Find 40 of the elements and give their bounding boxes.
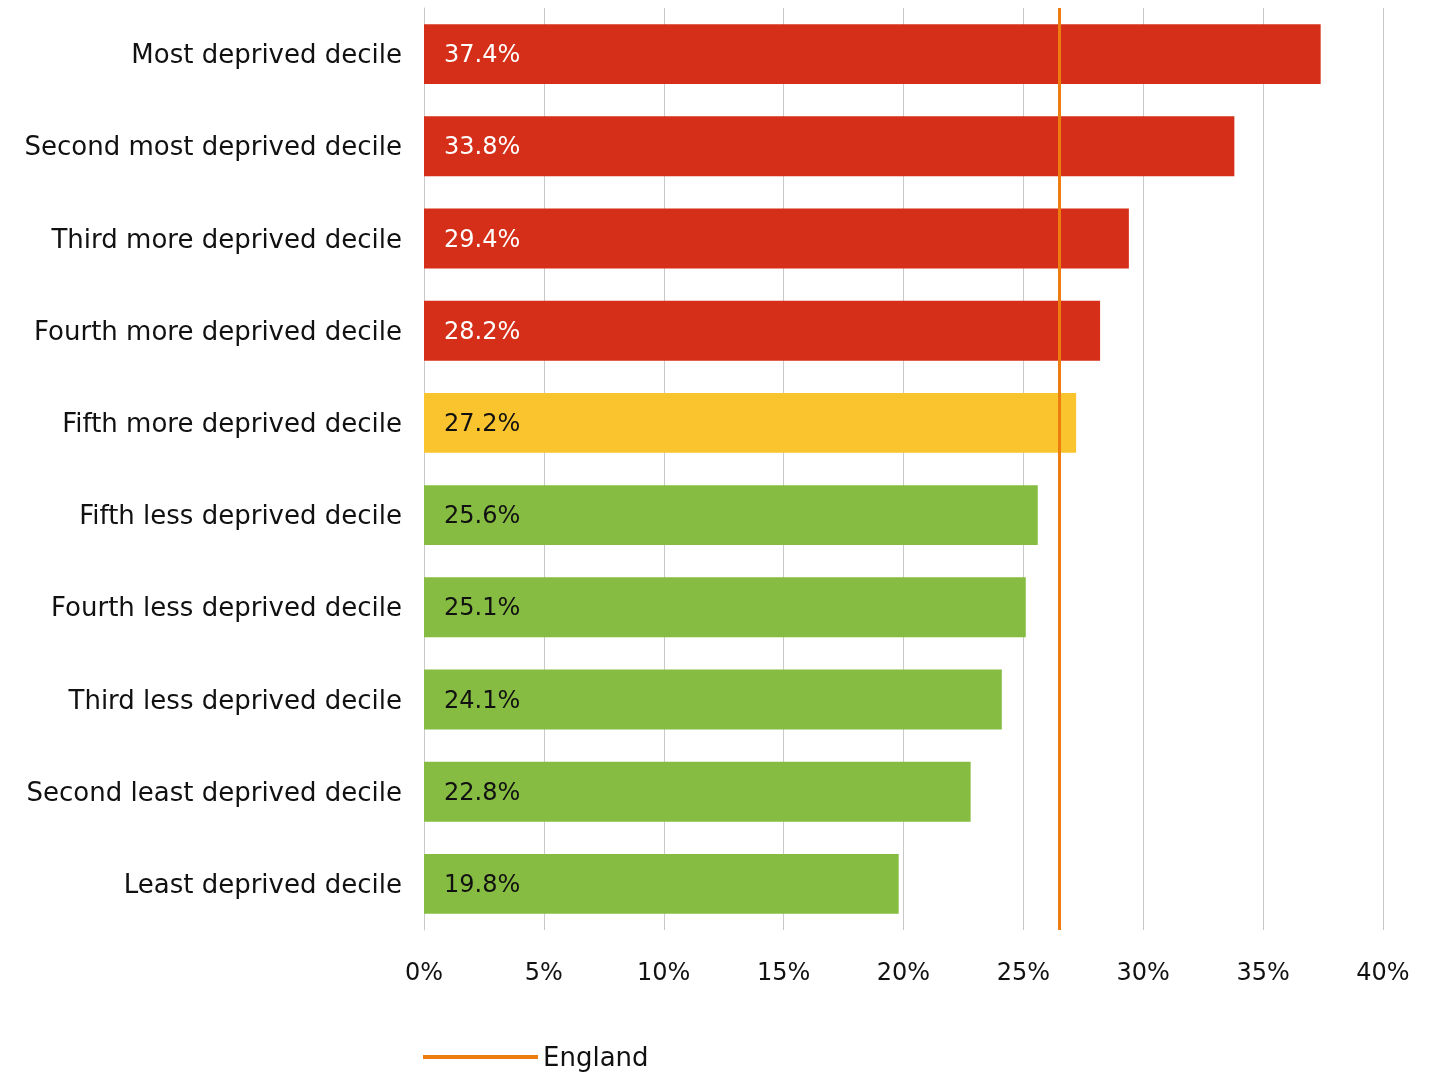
y-tick-label: Least deprived decile [123, 868, 402, 899]
data-label: 27.2% [444, 408, 521, 437]
bar [424, 761, 971, 822]
bar [424, 853, 899, 914]
y-tick-label: Fourth less deprived decile [51, 592, 402, 623]
x-tick-label: 35% [1236, 958, 1290, 986]
x-tick-label: 10% [637, 958, 691, 986]
y-tick-label: Third more deprived decile [50, 223, 402, 254]
y-tick-label: Most deprived decile [131, 39, 402, 70]
bar [424, 392, 1077, 453]
bar [424, 208, 1129, 269]
x-tick-label: 25% [996, 958, 1051, 986]
y-tick-label: Second most deprived decile [24, 131, 402, 162]
x-tick-label: 5% [524, 958, 563, 986]
legend-label: England [543, 1042, 649, 1072]
bar [424, 577, 1026, 638]
data-label: 28.2% [444, 316, 521, 345]
y-tick-label: Fifth more deprived decile [62, 407, 402, 438]
x-tick-label: 40% [1356, 958, 1410, 986]
x-tick-label: 15% [756, 958, 811, 986]
data-label: 33.8% [444, 132, 521, 161]
y-tick-label: Third less deprived decile [67, 684, 402, 715]
bar [424, 24, 1321, 85]
data-label: 29.4% [444, 224, 521, 253]
bar [424, 116, 1235, 177]
x-tick-label: 0% [404, 958, 444, 986]
data-label: 19.8% [444, 869, 521, 898]
bar [424, 669, 1002, 730]
data-label: 37.4% [444, 40, 521, 69]
y-tick-label: Fifth less deprived decile [79, 500, 402, 531]
x-tick-label: 30% [1116, 958, 1170, 986]
bar [424, 485, 1038, 546]
data-label: 22.8% [444, 777, 521, 806]
data-label: 25.6% [444, 501, 521, 530]
data-label: 25.1% [444, 593, 521, 622]
y-tick-label: Second least deprived decile [26, 776, 402, 807]
y-tick-label: Fourth more deprived decile [34, 315, 402, 346]
data-label: 24.1% [444, 685, 521, 714]
bar [424, 300, 1101, 361]
x-tick-label: 20% [876, 958, 931, 986]
